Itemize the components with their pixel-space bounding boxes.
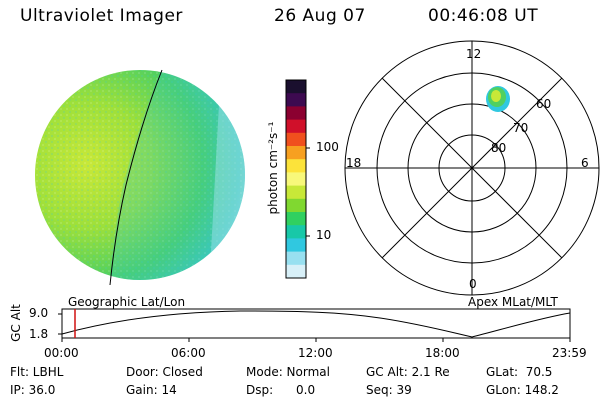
terminator-line — [109, 69, 163, 286]
geographic-disk — [35, 69, 245, 286]
colorbar-tick-10: 10 — [316, 228, 332, 242]
colorbar-band — [286, 264, 306, 279]
instrument-title: Ultraviolet Imager — [20, 6, 183, 26]
lat-label-60: 60 — [536, 97, 552, 111]
mlt-label-6: 6 — [581, 156, 589, 170]
lat-label-70: 70 — [513, 121, 529, 135]
status-seq: Seq: 39 — [366, 383, 412, 397]
colorbar-band — [286, 93, 306, 107]
colorbar-band — [286, 132, 306, 147]
colorbar-band — [286, 172, 306, 187]
xtick-1200: 12:00 — [298, 346, 333, 360]
colorbar-unit-label: photon cm⁻²s⁻¹ — [266, 121, 280, 215]
polar-diagonal-2 — [381, 77, 563, 259]
xtick-0000: 00:00 — [44, 346, 79, 360]
status-filter: Flt: LBHL — [10, 365, 64, 379]
colorbar-band — [286, 146, 306, 160]
colorbar-tick-100: 100 — [316, 140, 339, 154]
geographic-label: Geographic Lat/Lon — [68, 295, 186, 309]
aurora-blob — [486, 86, 510, 112]
polar-plot — [344, 40, 600, 296]
apex-label: Apex MLat/MLT — [468, 295, 558, 309]
status-dsp: Dsp: 0.0 — [246, 383, 316, 397]
timeline-plot — [58, 308, 571, 342]
colorbar-band — [286, 159, 306, 173]
status-glon: GLon: 148.2 — [486, 383, 559, 397]
status-ip: IP: 36.0 — [10, 383, 56, 397]
colorbar-band — [286, 225, 306, 239]
mlt-label-0: 0 — [469, 277, 477, 291]
xtick-1800: 18:00 — [425, 346, 460, 360]
colorbar-band — [286, 106, 306, 121]
lat-label-80: 80 — [491, 141, 507, 155]
colorbar-band — [286, 198, 306, 213]
colorbar-band — [286, 212, 306, 226]
status-mode: Mode: Normal — [246, 365, 330, 379]
status-glat: GLat: 70.5 — [486, 365, 553, 379]
ytick-9: 9.0 — [29, 306, 49, 320]
xtick-0600: 06:00 — [171, 346, 206, 360]
date-label: 26 Aug 07 — [274, 6, 366, 26]
mlt-label-18: 18 — [346, 156, 362, 170]
time-label: 00:46:08 UT — [428, 6, 539, 26]
status-gain: Gain: 14 — [126, 383, 177, 397]
mlt-label-12: 12 — [466, 47, 482, 61]
colorbar-band — [286, 251, 306, 266]
ytick-1-8: 1.8 — [29, 327, 49, 341]
colorbar-band — [286, 238, 306, 253]
altitude-curve — [61, 310, 571, 338]
status-door: Door: Closed — [126, 365, 203, 379]
colorbar-frame — [285, 79, 307, 279]
colorbar-band — [286, 185, 306, 200]
timeline-frame — [61, 308, 571, 339]
status-gc-alt: GC Alt: 2.1 Re — [366, 365, 450, 379]
timeline-ylabel: GC Alt — [9, 304, 23, 342]
colorbar-band — [286, 80, 306, 94]
colorbar-band — [286, 119, 306, 134]
colorbar — [285, 79, 310, 279]
xtick-2359: 23:59 — [552, 346, 587, 360]
